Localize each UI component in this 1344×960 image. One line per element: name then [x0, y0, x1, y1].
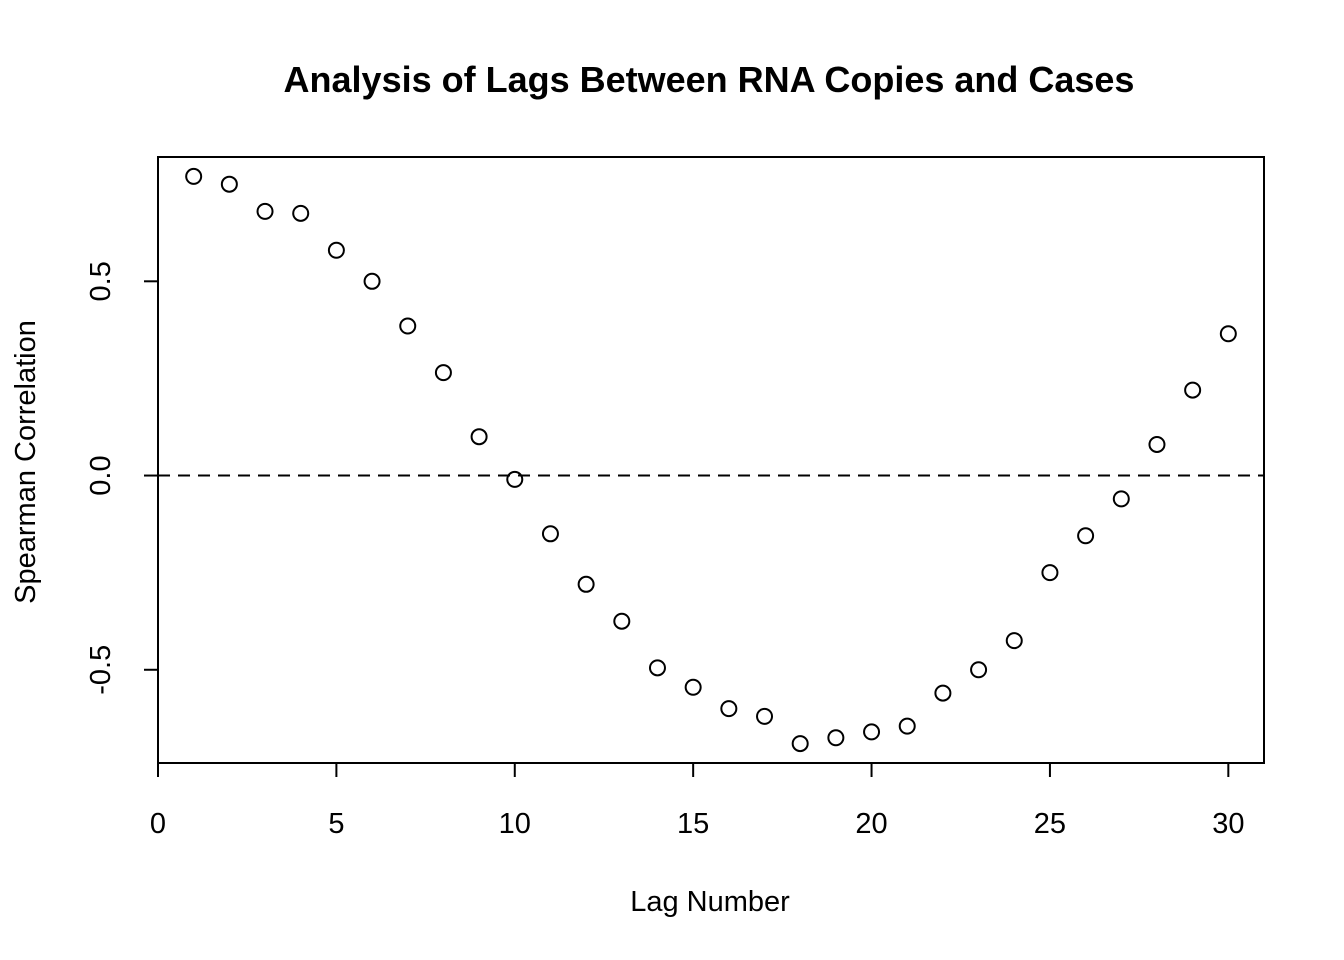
y-axis: -0.5 0.0 0.5 — [85, 261, 159, 695]
data-point — [934, 684, 952, 702]
y-tick-label: 0.0 — [85, 455, 117, 495]
data-point — [256, 202, 274, 220]
data-point — [506, 470, 524, 488]
data-point — [791, 735, 809, 753]
x-tick-label: 30 — [1212, 808, 1244, 840]
data-point — [613, 612, 631, 630]
x-tick-label: 10 — [499, 808, 531, 840]
x-axis-label: Lag Number — [630, 886, 790, 918]
data-point — [827, 729, 845, 747]
chart-title: Analysis of Lags Between RNA Copies and … — [284, 59, 1135, 100]
data-point — [577, 575, 595, 593]
y-tick-label: 0.5 — [85, 261, 117, 301]
data-point — [756, 707, 774, 725]
data-point — [684, 678, 702, 696]
y-axis-label: Spearman Correlation — [10, 320, 42, 604]
x-tick-label: 20 — [855, 808, 887, 840]
data-point — [399, 317, 417, 335]
data-point — [1219, 325, 1237, 343]
data-point — [327, 241, 345, 259]
x-tick-label: 25 — [1034, 808, 1066, 840]
data-point — [720, 700, 738, 718]
data-point — [363, 272, 381, 290]
data-point — [1148, 435, 1166, 453]
x-tick-label: 15 — [677, 808, 709, 840]
data-point — [470, 428, 488, 446]
data-point — [1184, 381, 1202, 399]
plot-frame — [157, 156, 1265, 764]
data-point — [898, 717, 916, 735]
data-point — [1077, 527, 1095, 545]
data-points — [185, 167, 1237, 753]
x-tick-label: 5 — [328, 808, 344, 840]
data-point — [220, 175, 238, 193]
data-point — [1005, 632, 1023, 650]
data-point — [1041, 564, 1059, 582]
data-point — [648, 659, 666, 677]
data-point — [185, 167, 203, 185]
x-axis: 0 5 10 15 20 25 30 — [150, 762, 1244, 840]
y-tick-label: -0.5 — [85, 645, 117, 695]
data-point — [970, 661, 988, 679]
data-point — [541, 525, 559, 543]
data-point — [863, 723, 881, 741]
data-point — [292, 204, 310, 222]
x-tick-label: 0 — [150, 808, 166, 840]
data-point — [1112, 490, 1130, 508]
data-point — [434, 364, 452, 382]
